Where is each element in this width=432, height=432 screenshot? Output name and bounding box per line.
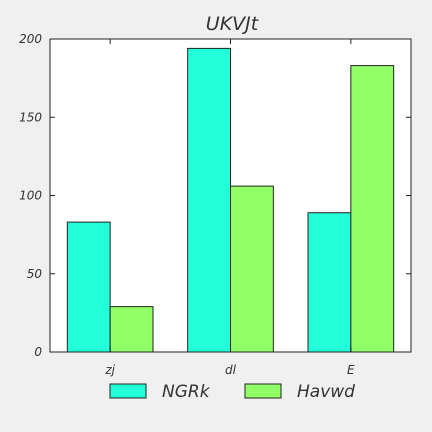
bar-Havwd-dl — [230, 185, 274, 353]
chart-title: UKVJt — [206, 13, 260, 35]
y-tick-label: 150 — [19, 110, 42, 124]
y-tick-label: 200 — [19, 32, 42, 46]
bar-Havwd-zj — [109, 306, 154, 353]
x-tick-label: E — [347, 363, 355, 377]
y-tick-label: 100 — [19, 189, 42, 203]
legend-swatch-Havwd — [244, 383, 282, 399]
legend-swatch-NGRk — [109, 383, 147, 399]
bar-NGRk-dl — [187, 47, 231, 353]
y-tick-label: 50 — [27, 267, 43, 281]
ticks-layer: zj dl E 0 50 100 150 200 — [19, 32, 411, 377]
x-tick-label: zj — [104, 363, 115, 377]
bars-layer — [66, 47, 395, 353]
plot-frame — [49, 38, 412, 353]
bar-NGRk-zj — [66, 221, 111, 353]
x-tick-label: dl — [225, 363, 237, 377]
y-tick-label: 0 — [34, 345, 42, 359]
bar-NGRk-E — [307, 212, 352, 353]
legend-label-Havwd: Havwd — [297, 382, 355, 402]
bar-Havwd-E — [350, 65, 395, 353]
legend: NGRk Havwd — [109, 382, 355, 402]
legend-label-NGRk: NGRk — [162, 382, 211, 402]
